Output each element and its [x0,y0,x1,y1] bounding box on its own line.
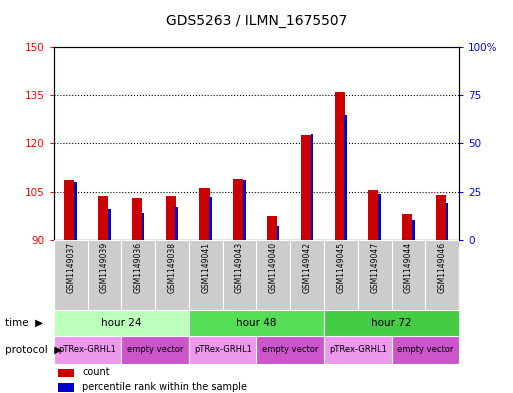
Bar [166,196,176,240]
Bar [256,240,290,310]
Bar [189,336,256,364]
Text: hour 24: hour 24 [101,318,142,328]
Text: empty vector: empty vector [397,345,453,354]
Bar [54,336,122,364]
Bar [334,92,345,240]
Bar [256,336,324,364]
Text: GSM1149045: GSM1149045 [337,242,345,293]
Bar [122,240,155,310]
Bar [189,240,223,310]
Bar [277,226,280,240]
Text: pTRex-GRHL1: pTRex-GRHL1 [194,345,252,354]
Text: GSM1149036: GSM1149036 [134,242,143,293]
Text: pTRex-GRHL1: pTRex-GRHL1 [58,345,116,354]
Bar [446,203,448,240]
Bar [324,310,459,336]
Text: GSM1149037: GSM1149037 [66,242,75,293]
Bar [358,240,391,310]
Text: pTRex-GRHL1: pTRex-GRHL1 [329,345,387,354]
Text: GSM1149044: GSM1149044 [404,242,413,293]
Text: count: count [82,367,110,377]
Bar [54,240,88,310]
Bar [324,336,391,364]
Text: GSM1149046: GSM1149046 [438,242,447,293]
Bar [267,216,277,240]
Bar [368,190,379,240]
Text: hour 72: hour 72 [371,318,412,328]
Bar [142,213,144,240]
Bar [402,214,412,240]
Text: time  ▶: time ▶ [5,318,43,328]
Bar [310,134,313,240]
Bar [301,136,311,240]
Text: percentile rank within the sample: percentile rank within the sample [82,382,247,392]
Bar [223,240,256,310]
Bar [74,182,77,240]
Bar [122,336,189,364]
Bar [209,197,212,240]
Bar [98,196,108,240]
Bar [233,179,243,240]
Bar [344,115,347,240]
Text: protocol  ▶: protocol ▶ [5,345,63,355]
Text: GSM1149041: GSM1149041 [201,242,210,293]
Text: hour 48: hour 48 [236,318,277,328]
Bar [108,209,111,240]
Bar [155,240,189,310]
Text: empty vector: empty vector [127,345,183,354]
Bar [175,207,178,240]
Bar [324,240,358,310]
Bar [425,240,459,310]
Bar [64,180,74,240]
Text: GSM1149042: GSM1149042 [303,242,312,293]
Bar [243,180,246,240]
Bar [391,240,425,310]
Bar [58,383,74,391]
Bar [378,193,381,240]
Bar [200,188,209,240]
Bar [58,369,74,377]
Text: GSM1149047: GSM1149047 [370,242,379,293]
Bar [88,240,122,310]
Bar [412,220,415,240]
Text: GDS5263 / ILMN_1675507: GDS5263 / ILMN_1675507 [166,14,347,28]
Bar [391,336,459,364]
Text: GSM1149040: GSM1149040 [269,242,278,293]
Bar [436,195,446,240]
Bar [132,198,142,240]
Bar [290,240,324,310]
Bar [189,310,324,336]
Text: empty vector: empty vector [262,345,319,354]
Text: GSM1149039: GSM1149039 [100,242,109,293]
Text: GSM1149043: GSM1149043 [235,242,244,293]
Bar [54,310,189,336]
Text: GSM1149038: GSM1149038 [168,242,176,293]
